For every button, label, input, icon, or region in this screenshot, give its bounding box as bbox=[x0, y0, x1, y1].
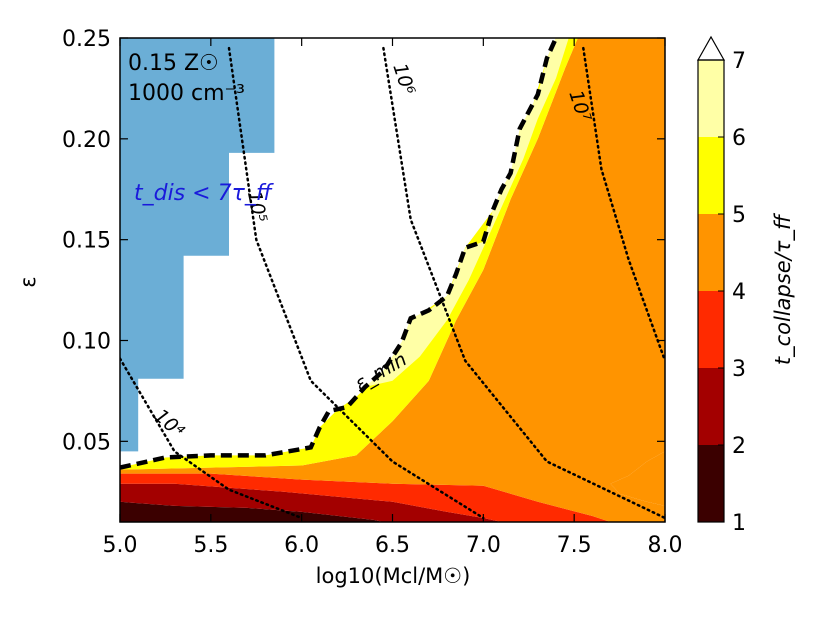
colorbar-tick-label: 3 bbox=[732, 357, 746, 382]
colorbar-tick-label: 7 bbox=[732, 49, 746, 74]
colorbar-swatch-5-6 bbox=[698, 137, 724, 214]
x-axis-label: log10(Mcl/M☉) bbox=[316, 564, 471, 588]
y-tick-label: 0.25 bbox=[62, 27, 111, 52]
y-tick-label: 0.05 bbox=[62, 430, 111, 455]
x-tick-label: 7.5 bbox=[557, 533, 592, 558]
metallicity-label: 0.15 Z☉ bbox=[128, 51, 219, 76]
colorbar-label: t_collapse/τ_ff bbox=[771, 212, 796, 365]
colorbar-swatch-3-4 bbox=[698, 291, 724, 368]
colorbar-tick-label: 6 bbox=[732, 126, 746, 151]
mass-contour-2 bbox=[382, 46, 665, 520]
colorbar-extend-arrow bbox=[696, 35, 726, 61]
y-tick-label: 0.15 bbox=[62, 229, 111, 254]
region-1-2-0 bbox=[120, 501, 384, 522]
x-tick-label: 5.0 bbox=[103, 533, 138, 558]
colorbar-tick-label: 2 bbox=[732, 434, 746, 459]
y-tick-label: 0.20 bbox=[62, 128, 111, 153]
filled-regions bbox=[120, 38, 665, 522]
x-tick-label: 5.5 bbox=[193, 533, 228, 558]
y-axis-label: ε bbox=[16, 276, 40, 287]
y-tick-label: 0.10 bbox=[62, 330, 111, 355]
region-3-4-2 bbox=[120, 473, 611, 522]
region-4-5-4 bbox=[610, 451, 665, 506]
x-tick-label: 8.0 bbox=[648, 533, 683, 558]
colorbar-tick-label: 1 bbox=[732, 511, 746, 536]
colorbar-swatch-2-3 bbox=[698, 368, 724, 445]
mass-contour-0 bbox=[120, 357, 303, 520]
mass-contour-1 bbox=[227, 46, 485, 520]
region-2-3-1 bbox=[120, 483, 502, 522]
density-label: 1000 cm⁻³ bbox=[128, 81, 245, 106]
colorbar-swatch-6-7 bbox=[698, 60, 724, 137]
x-axis: 5.0 5.5 6.0 6.5 7.0 7.5 8.0 bbox=[103, 38, 683, 558]
colorbar-tick-label: 5 bbox=[732, 203, 746, 228]
colorbar-tick-label: 4 bbox=[732, 280, 746, 305]
dissolution-label: t_dis < 7τ_ff bbox=[134, 181, 274, 206]
y-axis: 0.05 0.10 0.15 0.20 0.25 bbox=[62, 27, 665, 455]
region-4-5-3 bbox=[120, 38, 665, 522]
x-tick-label: 6.5 bbox=[375, 533, 410, 558]
region-6-7-6 bbox=[365, 38, 569, 387]
region-5-6-5 bbox=[120, 38, 578, 470]
colorbar-swatch-1-2 bbox=[698, 445, 724, 522]
mass-contour-3 bbox=[582, 46, 665, 362]
colorbar: 1 2 3 4 5 6 7 bbox=[696, 35, 746, 536]
x-tick-label: 7.0 bbox=[466, 533, 501, 558]
x-tick-label: 6.0 bbox=[284, 533, 319, 558]
mass-contours bbox=[120, 46, 665, 520]
colorbar-swatch-4-5 bbox=[698, 214, 724, 291]
dissolution-region bbox=[120, 38, 275, 452]
